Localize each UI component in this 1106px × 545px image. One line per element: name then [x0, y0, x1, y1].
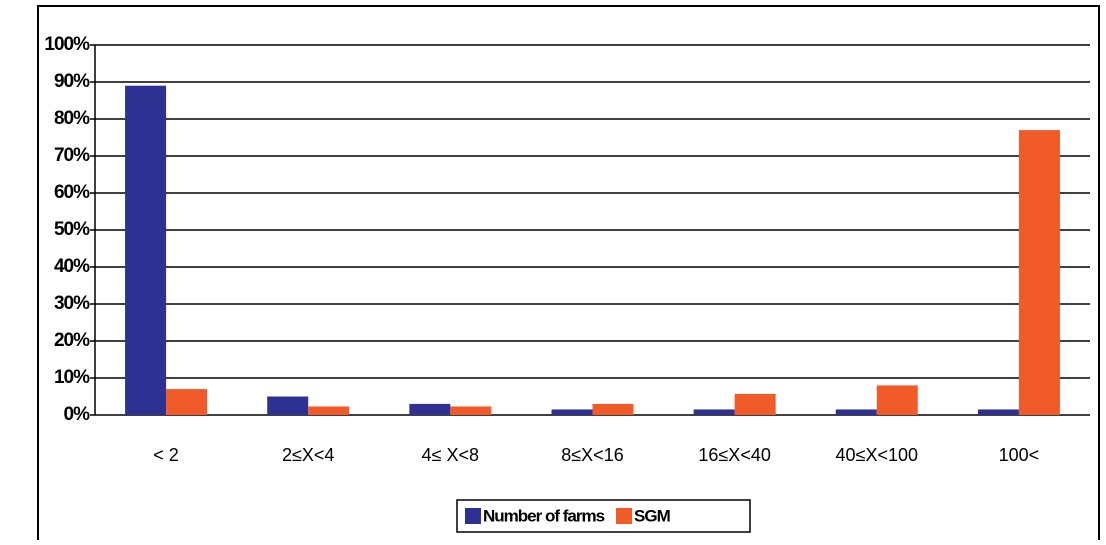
legend-label: SGM — [634, 506, 671, 525]
y-tick-label: 80% — [54, 108, 90, 129]
legend-swatch — [465, 508, 481, 524]
x-tick-label: 2≤X<4 — [282, 445, 334, 465]
y-tick-label: 20% — [54, 330, 90, 351]
y-tick-label: 0% — [64, 404, 91, 425]
bar — [876, 385, 918, 415]
y-tick-label: 30% — [54, 293, 90, 314]
bar — [125, 85, 167, 415]
x-tick-label: 4≤ X<8 — [422, 445, 479, 465]
y-tick-label: 10% — [54, 367, 90, 388]
x-tick-label: 100< — [999, 445, 1040, 465]
y-tick-label: 90% — [54, 71, 90, 92]
legend-label: Number of farms — [483, 506, 605, 525]
y-tick-label: 50% — [54, 219, 90, 240]
legend-box — [456, 499, 751, 533]
bar — [409, 403, 451, 415]
y-tick-label: 40% — [54, 256, 90, 277]
legend-swatch — [616, 508, 633, 524]
bar — [835, 409, 877, 415]
x-tick-label: 8≤X<16 — [561, 445, 623, 465]
bar — [693, 409, 735, 415]
y-tick-label: 60% — [54, 182, 90, 203]
bar — [166, 389, 208, 415]
y-tick-label: 100% — [44, 34, 90, 55]
bar — [977, 409, 1019, 415]
bar — [450, 406, 492, 415]
y-tick-label: 70% — [54, 145, 90, 166]
x-tick-label: < 2 — [153, 445, 179, 465]
bar — [592, 403, 634, 415]
bar — [308, 406, 350, 415]
bar — [1018, 130, 1060, 415]
bar — [267, 396, 309, 415]
bar — [734, 393, 776, 415]
chart-frame — [37, 5, 1100, 545]
x-tick-label: 40≤X<100 — [836, 445, 918, 465]
x-tick-label: 16≤X<40 — [698, 445, 770, 465]
bar — [551, 409, 593, 415]
